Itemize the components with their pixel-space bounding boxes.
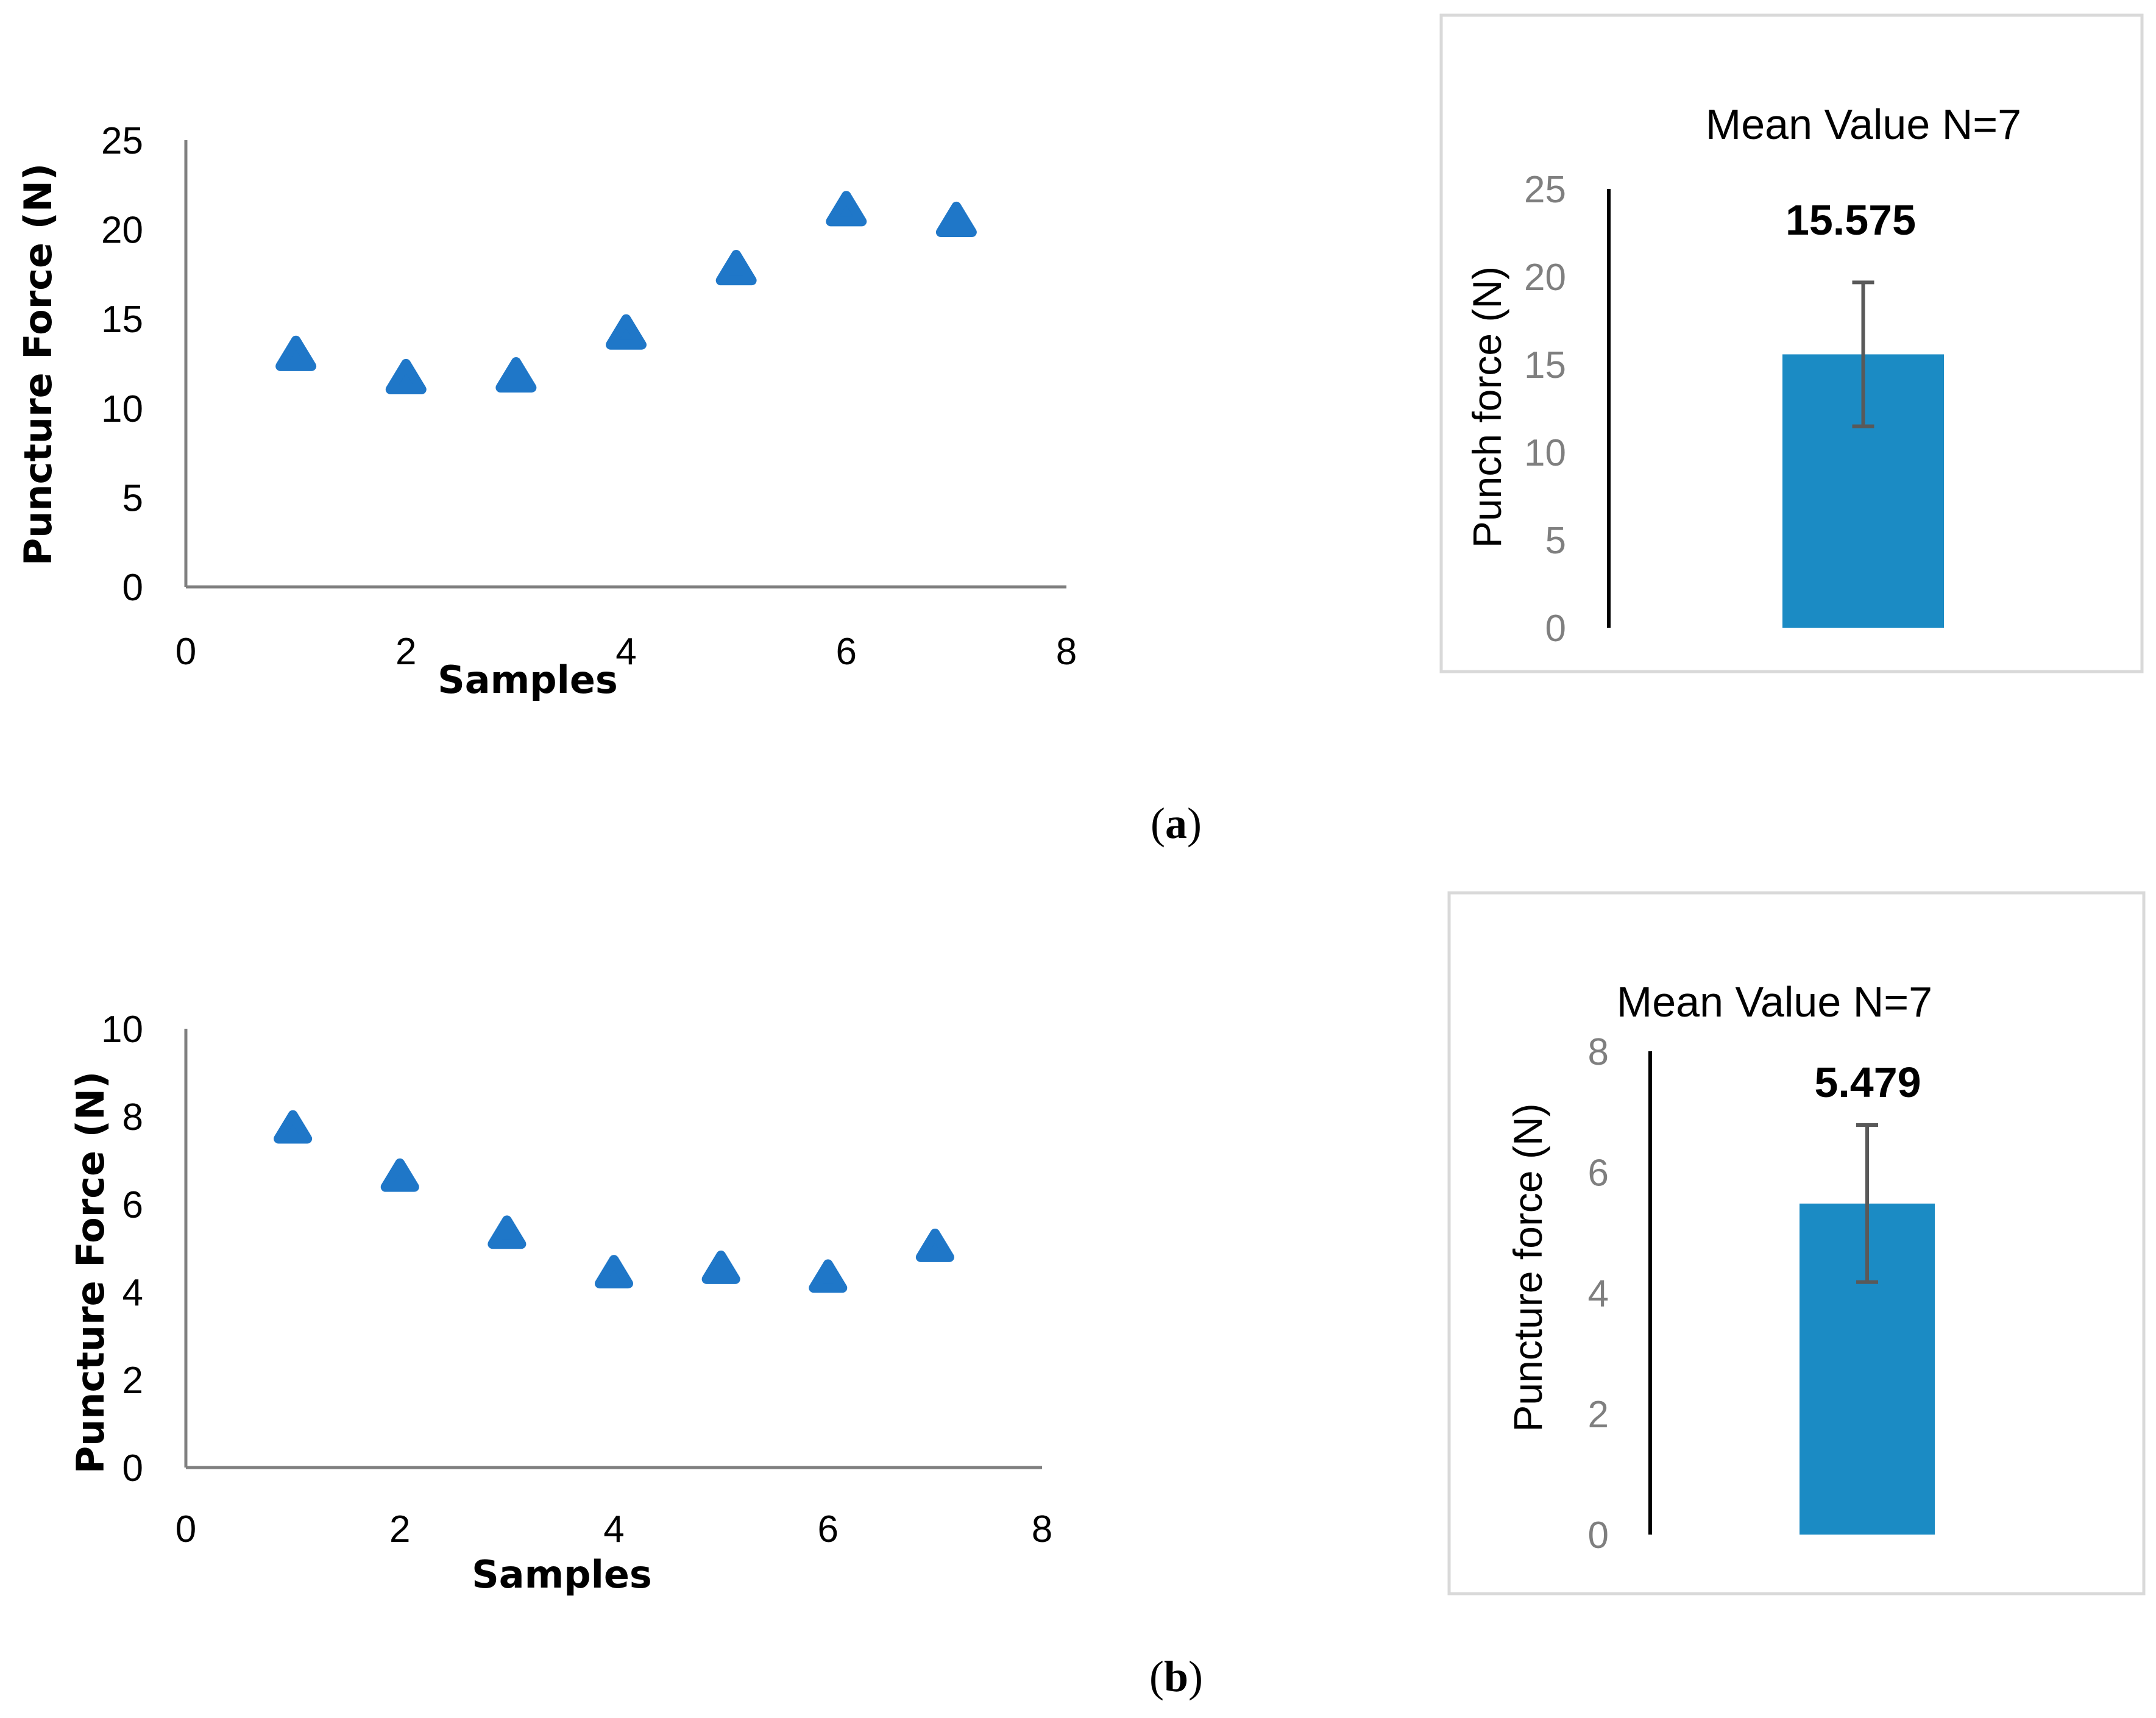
- b-bar-y-ticks: 0 2 4 6 8: [1588, 1031, 1609, 1556]
- a-bar-ytick-4: 20: [1524, 257, 1566, 299]
- b-bar-y-title: Puncture force (N): [1505, 1103, 1550, 1432]
- b-bar-data-label: 5.479: [1814, 1059, 1921, 1106]
- a-scatter-point-2: [385, 358, 427, 395]
- chart-a-bar: Mean Value N=7 0 5 10 15 20 25 15.575 Punch f…: [1439, 13, 2144, 673]
- chart-a-scatter: 0 5 10 15 20 25 0 2 4 6 8 Samples Puncture Force …: [16, 120, 1077, 702]
- a-bar-ytick-0: 0: [1545, 608, 1566, 650]
- a-scatter-point-6: [826, 191, 867, 227]
- b-bar-ytick-1: 2: [1588, 1394, 1609, 1436]
- a-scatter-xtick-4: 8: [1056, 631, 1077, 673]
- a-scatter-y-title: Puncture Force (N): [16, 163, 60, 566]
- a-scatter-x-title: Samples: [438, 658, 618, 702]
- a-scatter-x-ticks: 0 2 4 6 8: [176, 631, 1077, 673]
- a-scatter-ytick-0: 0: [122, 567, 143, 609]
- a-scatter-xtick-2: 4: [615, 631, 636, 673]
- a-scatter-point-3: [495, 357, 537, 393]
- a-scatter-ytick-4: 20: [101, 210, 143, 252]
- b-scatter-ytick-3: 6: [122, 1184, 143, 1226]
- a-scatter-point-4: [606, 314, 647, 350]
- b-scatter-point-4: [594, 1255, 634, 1289]
- b-bar-error-bar: [1856, 1123, 1878, 1284]
- a-scatter-point-1: [275, 335, 317, 371]
- b-bar-ytick-2: 4: [1588, 1273, 1609, 1315]
- a-scatter-ytick-3: 15: [101, 299, 143, 341]
- b-scatter-point-5: [701, 1251, 740, 1284]
- b-bar-ytick-4: 8: [1588, 1031, 1609, 1073]
- b-scatter-ytick-4: 8: [122, 1096, 143, 1138]
- b-scatter-ytick-5: 10: [101, 1009, 143, 1051]
- b-scatter-xtick-3: 6: [818, 1508, 839, 1550]
- b-scatter-xtick-2: 4: [603, 1508, 624, 1550]
- a-bar-ytick-5: 25: [1524, 169, 1566, 211]
- a-bar-ytick-3: 15: [1524, 344, 1566, 386]
- b-bar-frame: [1447, 891, 2146, 1596]
- b-scatter-point-6: [809, 1259, 848, 1293]
- b-scatter-xtick-4: 8: [1032, 1508, 1052, 1550]
- a-scatter-y-ticks: 0 5 10 15 20 25: [101, 120, 143, 609]
- a-bar-y-ticks: 0 5 10 15 20 25: [1524, 169, 1566, 650]
- b-scatter-xtick-1: 2: [389, 1508, 410, 1550]
- chart-b-bar: Mean Value N=7 0 2 4 6 8 5.479 Puncture forc…: [1447, 891, 2146, 1596]
- a-bar-error-bar: [1852, 280, 1874, 428]
- a-bar-ytick-1: 5: [1545, 520, 1566, 562]
- caption-a: (a): [1151, 799, 1202, 848]
- a-scatter-point-7: [935, 201, 977, 237]
- b-scatter-point-7: [915, 1229, 954, 1262]
- chart-b-scatter: 0 2 4 6 8 10 0 2 4 6 8 Samples Puncture Force (N): [68, 1009, 1052, 1597]
- b-scatter-point-2: [380, 1158, 419, 1192]
- b-bar-ytick-3: 6: [1588, 1152, 1609, 1194]
- b-scatter-y-ticks: 0 2 4 6 8 10: [101, 1009, 143, 1489]
- a-scatter-ytick-2: 10: [101, 388, 143, 430]
- b-scatter-x-title: Samples: [472, 1552, 652, 1597]
- b-bar-ytick-0: 0: [1588, 1514, 1609, 1556]
- b-scatter-ytick-0: 0: [122, 1447, 143, 1489]
- a-bar-ytick-2: 10: [1524, 432, 1566, 474]
- b-scatter-point-3: [488, 1215, 527, 1249]
- a-bar-y-title: Punch force (N): [1464, 266, 1509, 548]
- b-scatter-points: [274, 1110, 954, 1293]
- a-scatter-ytick-1: 5: [122, 477, 143, 519]
- b-scatter-xtick-0: 0: [176, 1508, 196, 1550]
- a-scatter-point-5: [715, 250, 757, 286]
- a-scatter-xtick-0: 0: [176, 631, 196, 673]
- a-scatter-xtick-3: 6: [836, 631, 857, 673]
- a-scatter-ytick-5: 25: [101, 120, 143, 162]
- b-scatter-x-ticks: 0 2 4 6 8: [176, 1508, 1052, 1550]
- b-scatter-y-title: Puncture Force (N): [68, 1071, 113, 1474]
- b-scatter-ytick-2: 4: [122, 1272, 143, 1314]
- b-scatter-point-1: [274, 1110, 313, 1144]
- caption-b: (b): [1149, 1652, 1203, 1701]
- b-scatter-ytick-1: 2: [122, 1360, 143, 1402]
- a-scatter-xtick-1: 2: [395, 631, 416, 673]
- a-bar-data-label: 15.575: [1785, 196, 1916, 244]
- a-bar-title: Mean Value N=7: [1706, 101, 2021, 148]
- b-bar-title: Mean Value N=7: [1617, 978, 1932, 1026]
- a-scatter-points: [275, 191, 977, 395]
